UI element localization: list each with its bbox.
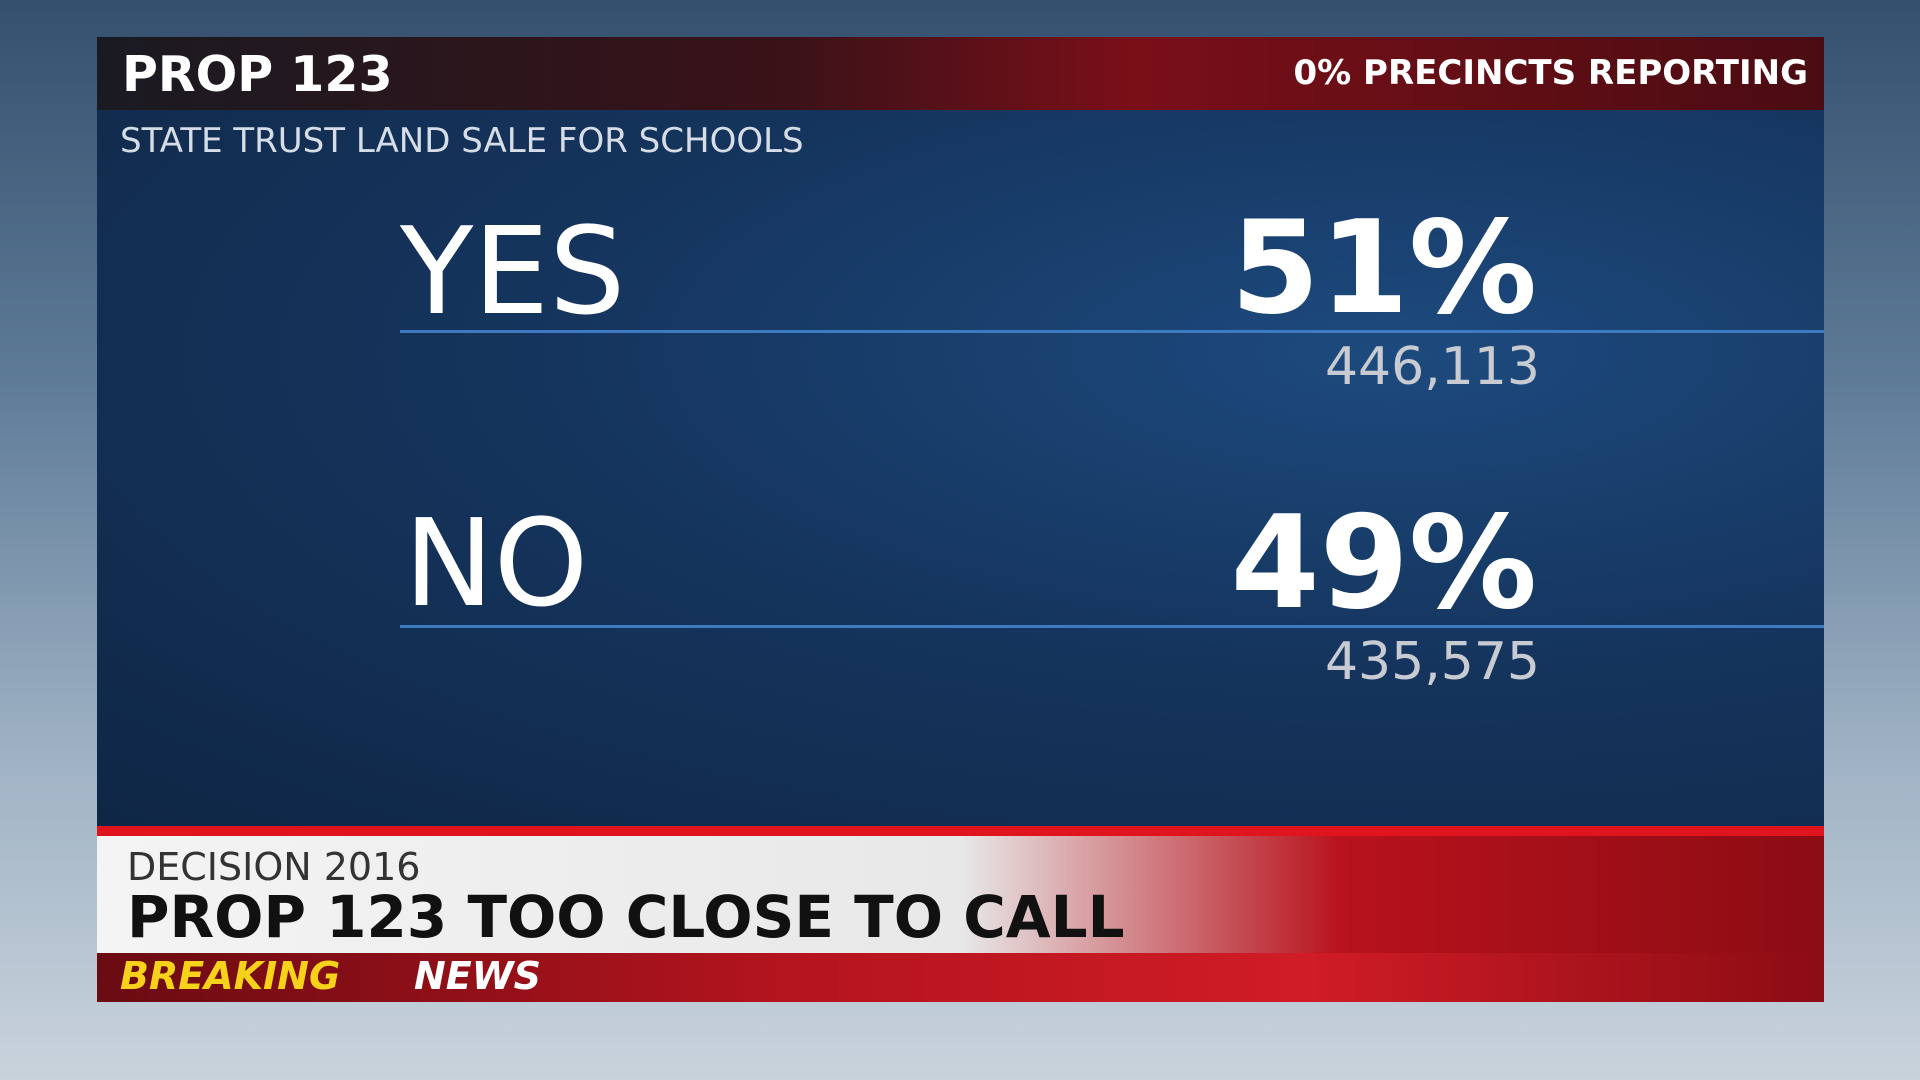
kicker: DECISION 2016 xyxy=(127,845,421,889)
divider xyxy=(400,330,1824,333)
vote-count: 446,113 xyxy=(1324,337,1540,397)
results-panel xyxy=(97,37,1824,830)
percent: 49% xyxy=(1230,489,1537,638)
reporting: 0% PRECINCTS REPORTING xyxy=(1293,53,1809,93)
breaking-label: BREAKING xyxy=(120,954,341,998)
red-rule xyxy=(97,826,1824,836)
headline: PROP 123 TOO CLOSE TO CALL xyxy=(127,883,1125,951)
vote-count: 435,575 xyxy=(1324,632,1540,692)
percent: 51% xyxy=(1230,194,1537,343)
subtitle: STATE TRUST LAND SALE FOR SCHOOLS xyxy=(120,121,804,161)
ticker-bar xyxy=(97,836,1824,953)
header-bar xyxy=(97,37,1824,110)
breaking-strip xyxy=(97,953,1824,1002)
option-label: YES xyxy=(400,203,626,342)
divider xyxy=(400,625,1824,628)
option-label: NO xyxy=(404,495,589,634)
news-label: NEWS xyxy=(414,954,542,998)
title: PROP 123 xyxy=(122,46,393,103)
